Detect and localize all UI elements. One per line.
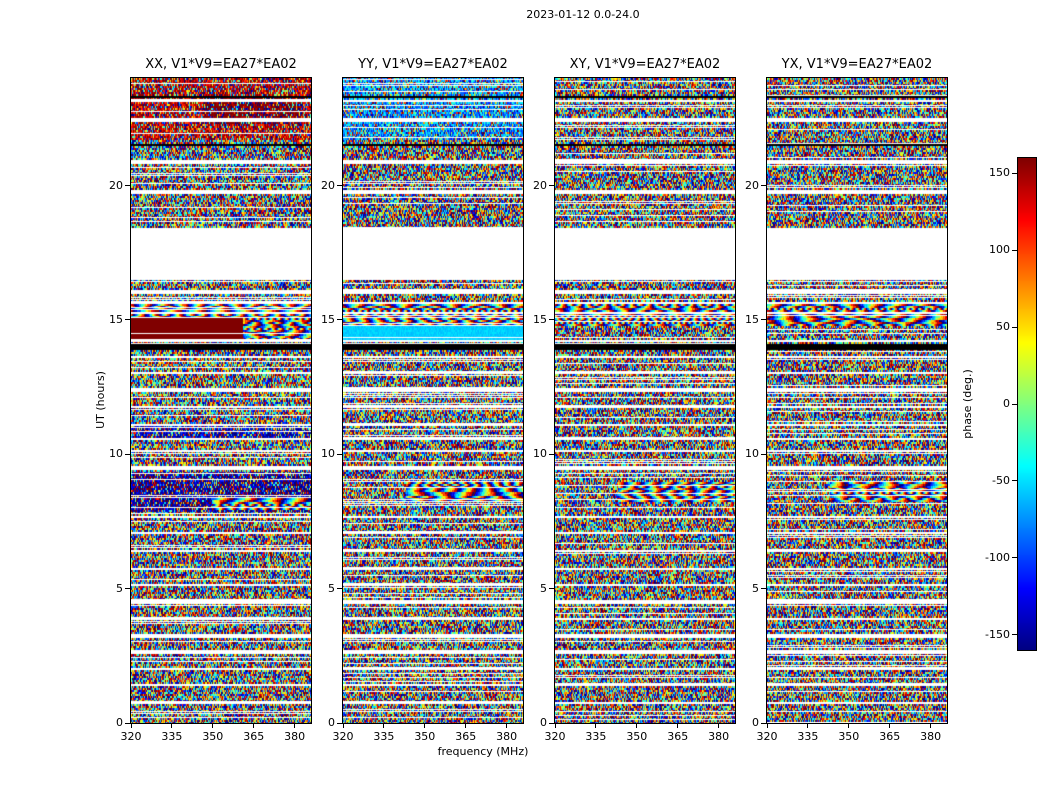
- x-axis-label: frequency (MHz): [437, 745, 529, 758]
- colorbar-tick-label: -50: [992, 473, 1010, 487]
- x-tick: [383, 724, 385, 728]
- x-tick: [130, 724, 132, 728]
- x-tick-label: 335: [373, 730, 395, 743]
- colorbar-gradient: [1018, 158, 1036, 650]
- colorbar-tick-label: 150: [989, 166, 1010, 180]
- x-tick-label: 335: [161, 730, 183, 743]
- x-tick-label: 320: [544, 730, 566, 743]
- x-tick-label: 380: [284, 730, 306, 743]
- x-tick: [807, 724, 809, 728]
- y-tick-label: 5: [116, 581, 123, 595]
- x-tick-label: 365: [667, 730, 689, 743]
- x-tick-label: 350: [838, 730, 860, 743]
- x-tick: [212, 724, 214, 728]
- x-tick-label: 350: [626, 730, 648, 743]
- colorbar-label: phase (deg.): [961, 369, 974, 439]
- panel-axes-yy: [342, 77, 524, 724]
- x-tick: [506, 724, 508, 728]
- x-tick: [465, 724, 467, 728]
- x-tick: [766, 724, 768, 728]
- colorbar-tick-label: 0: [1003, 397, 1010, 410]
- colorbar-tick-label: -100: [985, 550, 1010, 564]
- panel-axes-xy: [554, 77, 736, 724]
- x-tick-label: 365: [243, 730, 265, 743]
- y-tick-label: 15: [109, 312, 123, 326]
- phase-waterfall-xy: [555, 78, 735, 723]
- y-axis-label: UT (hours): [94, 371, 107, 429]
- x-tick-label: 380: [708, 730, 730, 743]
- x-tick: [930, 724, 932, 728]
- x-tick: [636, 724, 638, 728]
- x-tick: [677, 724, 679, 728]
- x-tick: [848, 724, 850, 728]
- x-tick-label: 335: [585, 730, 607, 743]
- x-tick-label: 320: [120, 730, 142, 743]
- x-tick: [554, 724, 556, 728]
- phase-waterfall-yx: [767, 78, 947, 723]
- colorbar-tick-label: 50: [996, 320, 1010, 334]
- colorbar: [1017, 157, 1037, 651]
- x-tick: [342, 724, 344, 728]
- x-tick-label: 335: [797, 730, 819, 743]
- phase-waterfall-xx: [131, 78, 311, 723]
- x-tick: [718, 724, 720, 728]
- x-tick-label: 380: [496, 730, 518, 743]
- x-tick-label: 350: [414, 730, 436, 743]
- x-tick-label: 380: [920, 730, 942, 743]
- x-tick-label: 365: [879, 730, 901, 743]
- panel-axes-yx: [766, 77, 948, 724]
- x-tick-label: 365: [455, 730, 477, 743]
- x-tick: [253, 724, 255, 728]
- panel-title-xx: XX, V1*V9=EA27*EA02: [145, 57, 297, 72]
- x-tick-label: 320: [756, 730, 778, 743]
- y-tick-label: 0: [116, 716, 123, 729]
- panel-title-xy: XY, V1*V9=EA27*EA02: [569, 57, 721, 72]
- x-tick: [424, 724, 426, 728]
- panel-axes-xx: [130, 77, 312, 724]
- x-tick: [595, 724, 597, 728]
- phase-waterfall-yy: [343, 78, 523, 723]
- panel-title-yy: YY, V1*V9=EA27*EA02: [358, 57, 508, 72]
- x-tick-label: 350: [202, 730, 224, 743]
- panel-title-yx: YX, V1*V9=EA27*EA02: [781, 57, 933, 72]
- x-tick-label: 320: [332, 730, 354, 743]
- colorbar-tick-label: 100: [989, 243, 1010, 257]
- figure-title: 2023-01-12 0.0-24.0: [526, 8, 640, 21]
- x-tick: [889, 724, 891, 728]
- x-tick: [294, 724, 296, 728]
- colorbar-tick-label: -150: [985, 627, 1010, 641]
- x-tick: [171, 724, 173, 728]
- y-tick-label: 20: [109, 178, 123, 192]
